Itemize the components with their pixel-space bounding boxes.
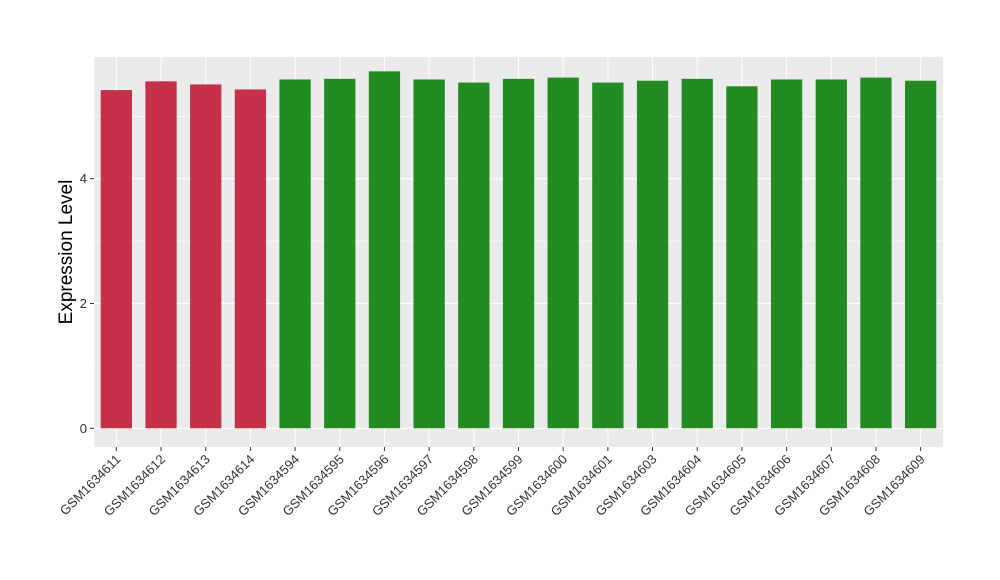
bar-GSM1634611 <box>100 90 132 429</box>
bar-GSM1634596 <box>368 71 401 429</box>
x-axis: GSM1634611GSM1634612GSM1634613GSM1634614… <box>57 447 928 519</box>
bar-GSM1634612 <box>145 81 177 429</box>
bar-GSM1634597 <box>413 79 445 429</box>
y-axis: 0 2 4 <box>80 171 94 436</box>
bar-GSM1634613 <box>190 84 222 429</box>
bar-GSM1634607 <box>815 79 847 429</box>
bar-GSM1634605 <box>726 86 758 429</box>
bar-GSM1634603 <box>636 80 669 429</box>
bar-GSM1634604 <box>681 78 713 429</box>
bar-GSM1634600 <box>547 77 579 429</box>
bar-GSM1634608 <box>860 77 892 429</box>
bar-GSM1634606 <box>770 79 803 429</box>
bar-GSM1634609 <box>905 80 937 429</box>
bar-GSM1634599 <box>502 78 535 429</box>
bar-GSM1634601 <box>592 82 624 429</box>
bar-GSM1634598 <box>458 82 490 429</box>
bars <box>100 71 937 429</box>
bar-GSM1634594 <box>279 79 311 429</box>
y-axis-title: Expression Level <box>56 180 77 325</box>
y-tick-label: 4 <box>80 171 87 186</box>
bar-GSM1634614 <box>234 89 267 429</box>
y-tick-label: 2 <box>80 296 87 311</box>
bar-GSM1634595 <box>324 78 356 429</box>
y-tick-label: 0 <box>80 421 87 436</box>
